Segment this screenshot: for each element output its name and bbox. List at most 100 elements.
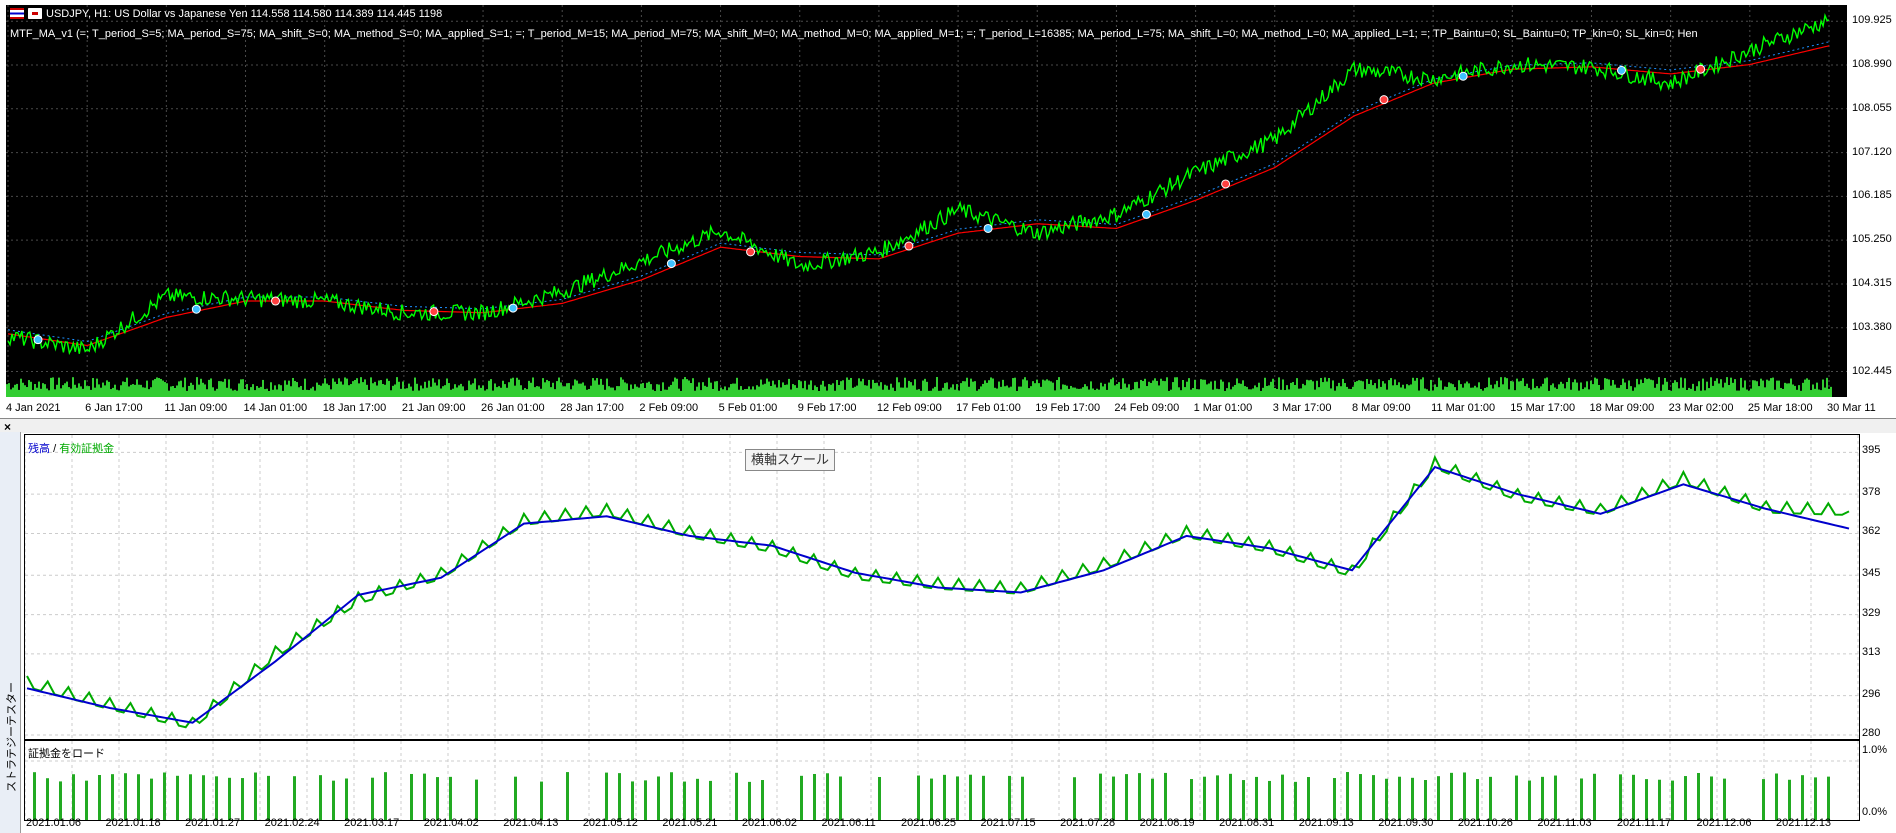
volume-bar	[1216, 388, 1218, 397]
volume-bar	[1198, 389, 1200, 397]
volume-bar	[514, 385, 516, 397]
volume-bar	[252, 384, 254, 397]
volume-bar	[1270, 381, 1272, 397]
volume-bar	[896, 377, 898, 397]
tester-divider[interactable]	[0, 418, 1896, 433]
volume-bar	[660, 390, 662, 397]
volume-bar	[1376, 388, 1378, 397]
flag-icon	[10, 8, 24, 19]
margin-bar	[1021, 776, 1024, 820]
volume-bar	[1578, 390, 1580, 397]
volume-bar	[16, 383, 18, 397]
margin-bar	[1099, 773, 1102, 820]
volume-bar	[560, 382, 562, 397]
volume-bar	[1750, 388, 1752, 397]
chart-header-text: USDJPY, H1: US Dollar vs Japanese Yen 11…	[46, 8, 443, 20]
time-label: 5 Feb 01:00	[718, 402, 778, 414]
trade-marker	[666, 259, 676, 269]
date-label: 2021.11.03	[1537, 817, 1592, 829]
volume-bar	[868, 379, 870, 397]
margin-bar	[670, 772, 673, 820]
volume-bar	[1070, 385, 1072, 397]
volume-bar	[296, 382, 298, 397]
volume-bar	[94, 387, 96, 397]
margin-bar	[1437, 776, 1440, 820]
volume-bar	[974, 381, 976, 397]
volume-bar	[992, 378, 994, 397]
volume-bar	[1054, 390, 1056, 397]
horizontal-scale-button[interactable]: 横軸スケール	[745, 449, 835, 471]
volume-bar	[706, 386, 708, 397]
volume-bar	[374, 381, 376, 397]
volume-bar	[1024, 377, 1026, 397]
volume-bar	[1584, 387, 1586, 397]
volume-bar	[650, 384, 652, 397]
volume-bar	[638, 387, 640, 397]
trade-marker	[1379, 95, 1389, 105]
volume-bar	[1122, 378, 1124, 397]
volume-bar	[202, 382, 204, 397]
volume-bar	[708, 377, 710, 397]
volume-bar	[402, 381, 404, 397]
volume-bar	[1728, 385, 1730, 397]
volume-bar	[1696, 386, 1698, 397]
volume-bar	[756, 385, 758, 397]
volume-bar	[808, 384, 810, 397]
volume-bar	[446, 378, 448, 397]
volume-bar	[704, 385, 706, 397]
volume-bar	[802, 388, 804, 397]
volume-bar	[664, 389, 666, 397]
volume-bar	[1650, 379, 1652, 397]
volume-bar	[34, 384, 36, 397]
margin-chart-svg	[25, 741, 1859, 820]
margin-bar	[423, 773, 426, 820]
margin-bar	[657, 776, 660, 820]
equity-chart-panel	[24, 434, 1860, 740]
volume-bar	[1214, 380, 1216, 397]
volume-bar	[434, 382, 436, 397]
volume-bar	[1558, 384, 1560, 397]
date-label: 2021.04.13	[503, 817, 559, 829]
indicator-params: MTF_MA_v1 (=; T_period_S=5; MA_period_S=…	[10, 28, 1698, 40]
volume-bar	[824, 386, 826, 397]
margin-bar	[332, 780, 335, 820]
margin-bar	[1580, 778, 1583, 820]
volume-bar	[294, 380, 296, 397]
volume-bar	[1206, 384, 1208, 397]
volume-bar	[1030, 386, 1032, 397]
margin-bar	[878, 776, 881, 820]
volume-bar	[1348, 388, 1350, 397]
volume-bar	[1320, 377, 1322, 397]
volume-bar	[542, 378, 544, 397]
volume-bar	[1126, 387, 1128, 397]
volume-bar	[1010, 386, 1012, 397]
volume-bar	[818, 390, 820, 397]
volume-bar	[1690, 388, 1692, 397]
volume-bar	[1574, 379, 1576, 397]
volume-bar	[454, 384, 456, 397]
volume-bar	[1598, 384, 1600, 397]
volume-bar	[690, 383, 692, 397]
volume-bar	[1370, 379, 1372, 397]
price-chart-area[interactable]	[6, 5, 1847, 397]
volume-bar	[970, 378, 972, 397]
volume-bar	[460, 383, 462, 397]
volume-bar	[892, 387, 894, 397]
close-icon[interactable]: ×	[4, 420, 12, 434]
volume-bar	[558, 377, 560, 397]
volume-bar	[1100, 382, 1102, 397]
margin-bar	[969, 774, 972, 820]
margin-bar	[930, 778, 933, 820]
tester-tab[interactable]: ストラテジーテスター	[0, 432, 21, 833]
volume-bar	[810, 380, 812, 397]
volume-bar	[1092, 388, 1094, 397]
volume-bar	[746, 388, 748, 397]
volume-bar	[368, 389, 370, 397]
volume-bar	[864, 385, 866, 397]
volume-bar	[424, 381, 426, 397]
volume-bar	[782, 382, 784, 397]
volume-bar	[1426, 389, 1428, 397]
volume-bar	[314, 390, 316, 397]
margin-bar	[98, 774, 101, 820]
margin-bar	[319, 775, 322, 820]
